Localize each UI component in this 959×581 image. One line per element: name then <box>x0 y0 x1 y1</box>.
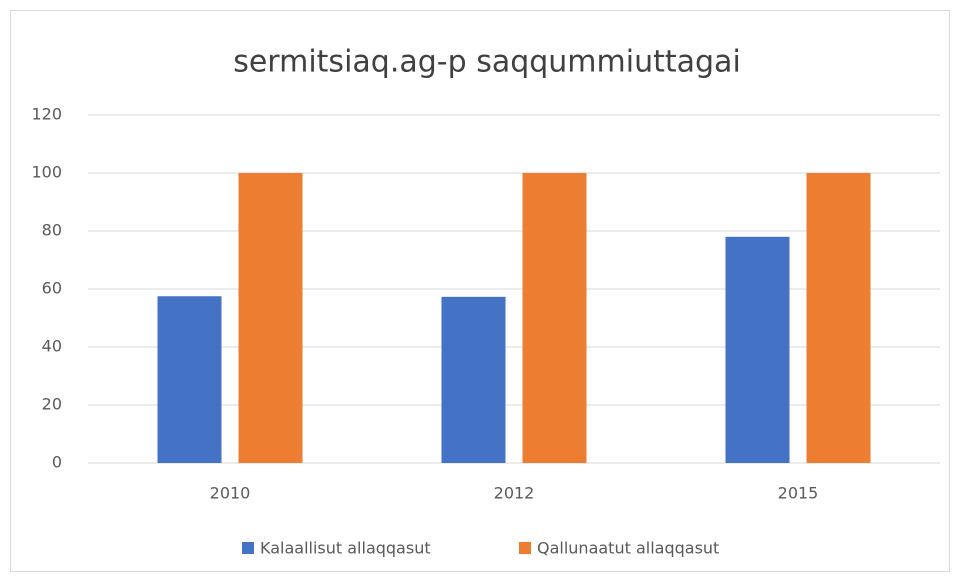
y-tick-label: 0 <box>52 453 62 472</box>
y-tick-label: 60 <box>42 279 62 298</box>
bar <box>157 296 222 463</box>
x-tick-label: 2010 <box>210 484 251 503</box>
legend-swatch <box>242 542 254 554</box>
bar <box>238 173 303 463</box>
y-tick-label: 20 <box>42 395 62 414</box>
y-tick-label: 40 <box>42 337 62 356</box>
x-tick-label: 2012 <box>494 484 535 503</box>
bar <box>441 296 506 463</box>
y-tick-label: 120 <box>31 105 62 124</box>
chart-title: sermitsiaq.ag-p saqqummiuttagai <box>233 45 741 80</box>
legend-label: Qallunaatut allaqqasut <box>537 539 719 558</box>
legend-swatch <box>519 542 531 554</box>
x-tick-label: 2015 <box>778 484 819 503</box>
chart-frame <box>10 10 950 572</box>
legend-label: Kalaallisut allaqqasut <box>260 539 431 558</box>
bar <box>522 173 587 463</box>
y-tick-label: 80 <box>42 221 62 240</box>
bar <box>806 173 871 463</box>
y-tick-label: 100 <box>31 163 62 182</box>
bar <box>725 236 790 463</box>
